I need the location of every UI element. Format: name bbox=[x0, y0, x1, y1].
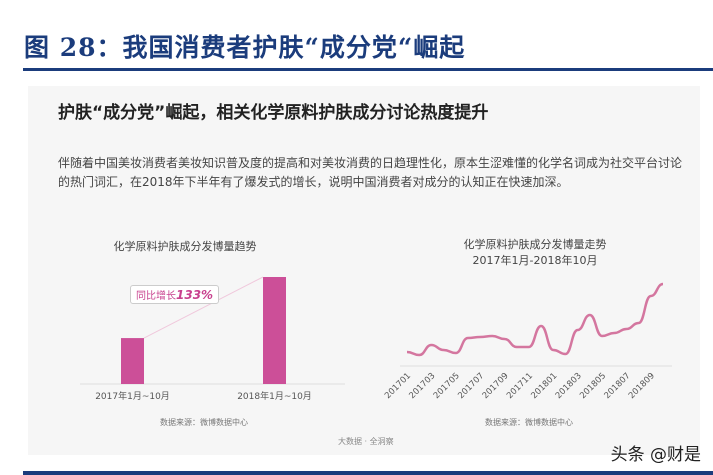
bar-chart-title: 化学原料护肤成分发博量趋势 bbox=[113, 240, 257, 253]
bar-0 bbox=[121, 338, 144, 384]
bottom-divider bbox=[23, 471, 713, 475]
line-chart-title: 化学原料护肤成分发博量走势 bbox=[463, 238, 607, 251]
growth-connector bbox=[143, 276, 264, 339]
line-chart-subtitle: 2017年1月-2018年10月 bbox=[472, 254, 598, 267]
bar-1 bbox=[263, 277, 286, 384]
line-x-tick-label: 201703 bbox=[407, 371, 437, 401]
line-chart-source: 数据来源：微博数据中心 bbox=[485, 418, 573, 427]
panel-tagline: 大数据 · 全洞察 bbox=[338, 437, 394, 446]
line-x-tick-label: 201701 bbox=[383, 371, 413, 401]
growth-callout-value: 133% bbox=[176, 288, 214, 302]
line-series bbox=[406, 282, 664, 357]
line-x-tick-label: 201707 bbox=[456, 371, 486, 401]
panel-title: 护肤“成分党”崛起，相关化学原料护肤成分讨论热度提升 bbox=[58, 103, 489, 123]
growth-callout: 同比增长133% bbox=[130, 285, 220, 304]
chart-panel: 护肤“成分党”崛起，相关化学原料护肤成分讨论热度提升 伴随着中国美妆消费者美妆知… bbox=[28, 86, 700, 455]
line-x-tick-label: 201801 bbox=[529, 371, 559, 401]
bar-x-tick-label: 2018年1月~10月 bbox=[237, 390, 312, 402]
line-x-tick-label: 201805 bbox=[578, 371, 608, 401]
line-x-tick-label: 201705 bbox=[432, 371, 462, 401]
bar-chart-source: 数据来源：微博数据中心 bbox=[160, 418, 248, 427]
line-x-tick-label: 201711 bbox=[505, 371, 535, 401]
line-x-tick-label: 201807 bbox=[603, 371, 633, 401]
line-x-tick-label: 201803 bbox=[554, 371, 584, 401]
line-x-tick-label: 201809 bbox=[627, 371, 657, 401]
figure-title: 图 28：我国消费者护肤“成分党“崛起 bbox=[24, 33, 466, 62]
growth-callout-label: 同比增长 bbox=[136, 291, 176, 302]
source-watermark: 头条 @财是 bbox=[610, 445, 701, 465]
panel-description: 伴随着中国美妆消费者美妆知识普及度的提高和对美妆消费的日趋理性化，原本生涩难懂的… bbox=[58, 156, 683, 189]
bar-x-tick-label: 2017年1月~10月 bbox=[95, 390, 170, 402]
line-x-tick-label: 201709 bbox=[481, 371, 511, 401]
title-divider bbox=[23, 68, 713, 71]
